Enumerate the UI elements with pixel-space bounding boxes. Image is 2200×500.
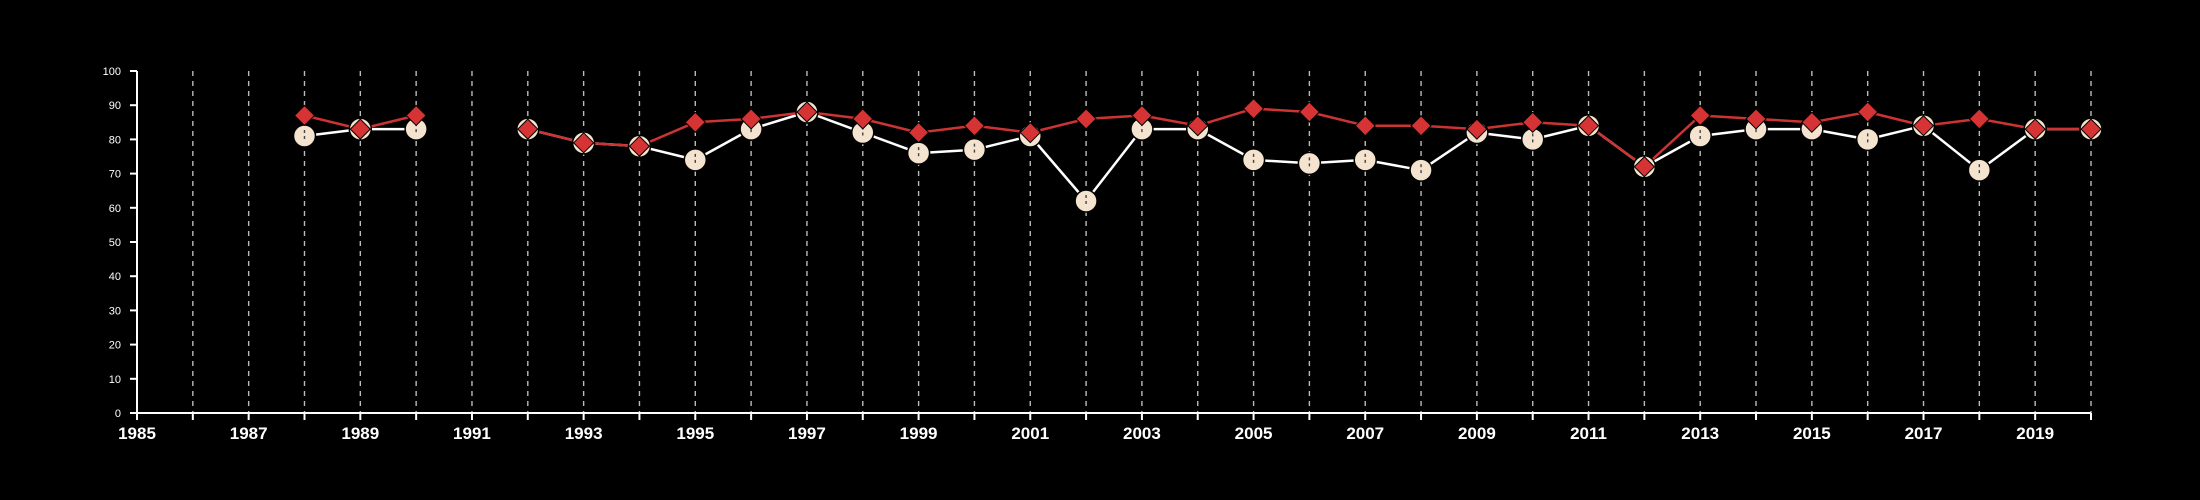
series-1-point-2020 bbox=[2080, 118, 2102, 140]
series-1-point-2008 bbox=[1410, 115, 1432, 137]
series-1-point-1995 bbox=[684, 111, 706, 134]
x-tick-label-1993: 1993 bbox=[565, 424, 603, 443]
series-1-point-2019 bbox=[2024, 118, 2046, 140]
series-1-point-2018 bbox=[1968, 108, 1991, 130]
y-tick-label-90: 90 bbox=[109, 100, 121, 112]
series-1-point-2012 bbox=[1633, 156, 1656, 178]
x-tick-label-2015: 2015 bbox=[1793, 424, 1831, 443]
series-1-point-1996 bbox=[740, 108, 762, 130]
y-tick-label-10: 10 bbox=[109, 374, 121, 386]
series-1-point-2016 bbox=[1856, 101, 1879, 123]
x-tick-label-2003: 2003 bbox=[1123, 424, 1161, 443]
series-1-point-2000 bbox=[963, 115, 986, 137]
grid bbox=[192, 71, 2092, 413]
x-tick-label-1985: 1985 bbox=[118, 424, 156, 443]
series-1-point-2005 bbox=[1242, 97, 1265, 120]
y-tick-label-40: 40 bbox=[109, 271, 121, 283]
x-tick-label-1987: 1987 bbox=[230, 424, 268, 443]
series-1-point-2009 bbox=[1466, 118, 1488, 140]
x-tick-label-1991: 1991 bbox=[453, 424, 491, 443]
x-tick-label-2019: 2019 bbox=[2016, 424, 2054, 443]
series-1-point-2002 bbox=[1075, 108, 1097, 130]
series-1-point-2015 bbox=[1801, 111, 1823, 134]
series-1-point-2014 bbox=[1745, 108, 1767, 130]
x-tick-label-2017: 2017 bbox=[1905, 424, 1943, 443]
series-1-point-1990 bbox=[405, 104, 427, 127]
series-1-point-1988 bbox=[293, 104, 316, 127]
y-tick-label-60: 60 bbox=[109, 203, 121, 215]
series-1-point-1999 bbox=[907, 121, 930, 144]
x-tick-label-1995: 1995 bbox=[676, 424, 714, 443]
y-tick-label-100: 100 bbox=[103, 66, 121, 78]
x-tick-label-2009: 2009 bbox=[1458, 424, 1496, 443]
x-tick-label-1997: 1997 bbox=[788, 424, 826, 443]
axes: 0 10 20 30 40 50 60 70 80 90 100 1985 1987 1989 1991 19… bbox=[103, 66, 2092, 443]
series-1-point-2001 bbox=[1019, 121, 1041, 144]
series-1-point-2013 bbox=[1689, 104, 1711, 127]
series-1-point-2006 bbox=[1298, 101, 1321, 123]
series-1-point-1992 bbox=[517, 118, 539, 140]
y-tick-label-0: 0 bbox=[115, 408, 121, 420]
series-1-point-2003 bbox=[1131, 104, 1153, 127]
x-tick-label-2005: 2005 bbox=[1235, 424, 1273, 443]
y-tick-label-50: 50 bbox=[109, 237, 121, 249]
series-1-point-1998 bbox=[852, 108, 874, 130]
series-1-point-1994 bbox=[628, 135, 651, 157]
x-tick-label-1999: 1999 bbox=[900, 424, 938, 443]
x-tick-label-2011: 2011 bbox=[1570, 424, 1607, 443]
x-tick-label-2013: 2013 bbox=[1681, 424, 1719, 443]
series-1-point-1997 bbox=[796, 101, 818, 123]
series-1-point-2011 bbox=[1577, 115, 1600, 137]
y-tick-label-30: 30 bbox=[109, 305, 121, 317]
x-tick-label-1989: 1989 bbox=[341, 424, 379, 443]
series-1-point-1993 bbox=[572, 132, 595, 154]
series-1-point-1989 bbox=[349, 118, 372, 140]
series-1-point-2010 bbox=[1522, 111, 1544, 134]
series-1-point-2017 bbox=[1912, 115, 1935, 137]
y-tick-label-70: 70 bbox=[109, 169, 121, 181]
series-1-point-2007 bbox=[1354, 115, 1376, 137]
y-tick-label-20: 20 bbox=[109, 340, 121, 352]
x-tick-label-2007: 2007 bbox=[1346, 424, 1384, 443]
series-1-point-2004 bbox=[1187, 115, 1209, 137]
series bbox=[292, 97, 2103, 213]
x-tick-label-2001: 2001 bbox=[1011, 424, 1049, 443]
y-tick-label-80: 80 bbox=[109, 134, 121, 146]
